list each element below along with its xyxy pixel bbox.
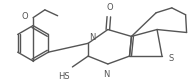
Text: O: O xyxy=(106,3,113,12)
Text: S: S xyxy=(169,54,174,63)
Text: N: N xyxy=(89,33,95,42)
Text: O: O xyxy=(22,12,28,21)
Text: N: N xyxy=(103,70,109,79)
Text: HS: HS xyxy=(58,72,69,81)
